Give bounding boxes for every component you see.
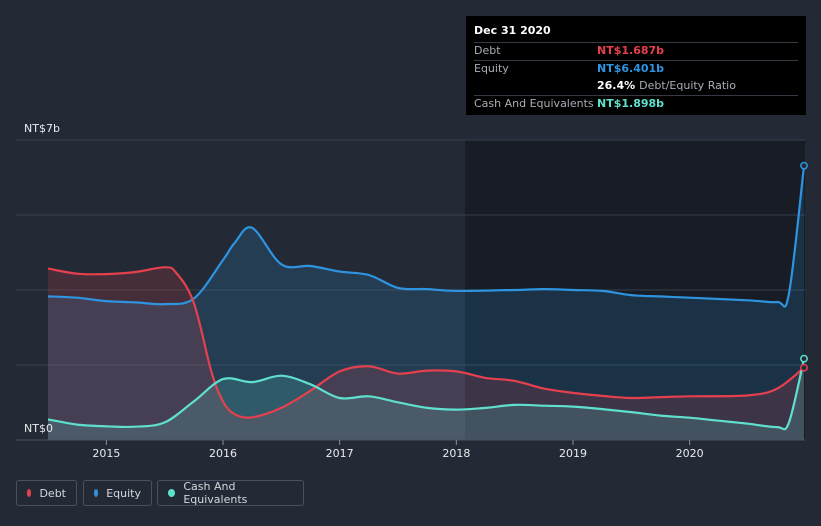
tooltip: Dec 31 2020 Debt NT$1.687b Equity NT$6.4… [466,16,806,115]
tooltip-row-debt: Debt NT$1.687b [474,42,798,60]
x-tick-label-2020: 2020 [676,447,704,460]
equity-end-marker [800,161,808,170]
tooltip-cash-label: Cash And Equivalents [474,97,594,110]
legend-cash-label: Cash And Equivalents [183,480,248,506]
x-tick-label-2016: 2016 [209,447,237,460]
cash-and-equivalents-area [48,358,804,440]
cash-and-equivalents-end-marker [800,354,808,363]
tooltip-debt-value: NT$1.687b [597,44,665,57]
tooltip-debt-label: Debt [474,44,501,57]
tooltip-equity-label: Equity [474,62,509,75]
x-axis: 2015 2016 2017 2018 2019 2020 [16,439,805,460]
series-lines [47,165,806,431]
y-tick-label-zero: NT$0 [24,422,53,435]
debt-dot-icon [27,489,32,497]
tooltip-equity-value: NT$6.401b [597,62,665,75]
x-tick-label-2018: 2018 [442,447,470,460]
x-tick-label-2019: 2019 [559,447,587,460]
legend-cash[interactable]: Cash And Equivalents [157,480,304,506]
x-tick-label-2017: 2017 [326,447,354,460]
y-tick-label-max: NT$7b [24,122,60,135]
cash-and-equivalents-line [47,358,806,431]
cash-dot-icon [168,489,176,497]
debt-end-marker [800,363,808,372]
tooltip-cash-value: NT$1.898b [597,97,665,110]
legend-equity[interactable]: Equity [83,480,152,506]
debt-line [47,266,805,419]
legend-debt-label: Debt [39,486,66,500]
tooltip-ratio-label: Debt/Equity Ratio [639,79,736,92]
equity-dot-icon [94,489,99,497]
legend-equity-label: Equity [106,486,141,500]
end-markers [800,161,808,372]
tooltip-row-ratio: 26.4% Debt/Equity Ratio [474,78,798,95]
tooltip-row-cash: Cash And Equivalents NT$1.898b [474,95,798,113]
tooltip-date: Dec 31 2020 [474,24,551,37]
tooltip-ratio-value: 26.4% [597,79,636,92]
x-tick-label-2015: 2015 [92,447,120,460]
equity-area [48,165,804,440]
tooltip-row-equity: Equity NT$6.401b [474,60,798,78]
series-areas [48,165,804,440]
equity-line [47,165,806,308]
legend-debt[interactable]: Debt [16,480,77,506]
